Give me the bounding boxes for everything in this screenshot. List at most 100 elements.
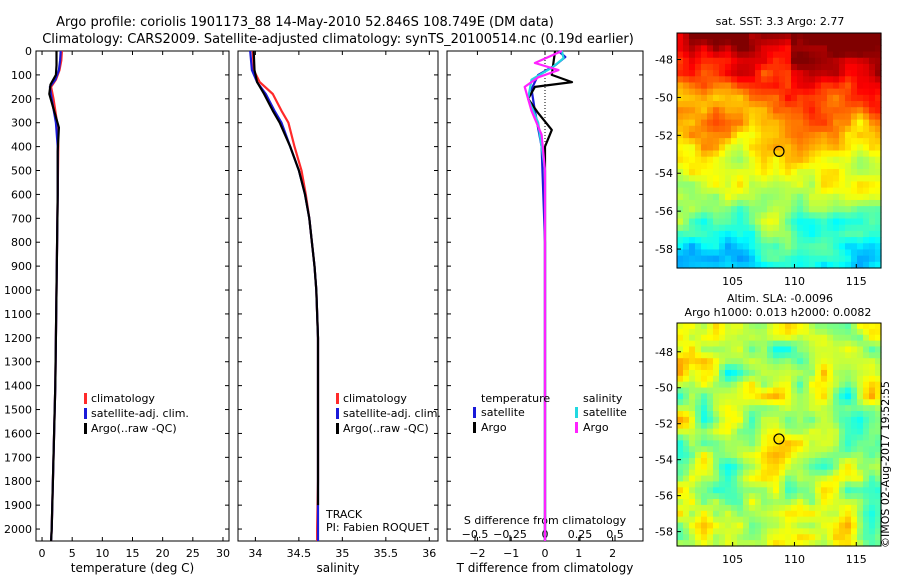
map-cell <box>875 63 882 71</box>
map-cell <box>797 212 804 220</box>
map-cell <box>815 131 822 139</box>
map-cell <box>683 94 690 102</box>
map-cell <box>827 504 834 512</box>
map-cell <box>791 352 798 359</box>
map-cell <box>707 381 714 389</box>
map-cell <box>755 131 762 139</box>
map-cell <box>677 516 684 524</box>
map-cell <box>713 94 720 102</box>
map-cell <box>737 346 744 353</box>
map-cell <box>743 457 750 465</box>
map-cell <box>707 243 714 251</box>
temperature-profile-panel: 0100200300400500600700800900100011001200… <box>4 45 230 575</box>
map-cell <box>809 375 816 383</box>
map-cell <box>755 237 762 244</box>
map-cell <box>779 131 786 139</box>
map-cell <box>869 119 876 127</box>
map-cell <box>851 499 858 506</box>
map-cell <box>803 162 810 170</box>
map-cell <box>719 175 726 183</box>
map-cell <box>755 393 762 400</box>
map-cell <box>815 125 822 133</box>
map-cell <box>845 493 852 500</box>
map-cell <box>695 499 702 506</box>
map-cell <box>737 57 744 65</box>
map-cell <box>761 70 768 77</box>
map-cell <box>815 243 822 251</box>
map-cell <box>719 218 726 226</box>
map-cell <box>755 457 762 465</box>
map-cell <box>695 181 702 189</box>
map-cell <box>749 70 756 77</box>
map-cell <box>797 534 804 541</box>
map-cell <box>695 107 702 114</box>
map-cell <box>821 107 828 114</box>
map-cell <box>875 193 882 201</box>
map-cell <box>683 528 690 535</box>
y-tick-label: 700 <box>11 212 32 225</box>
map-cell <box>845 422 852 430</box>
map-cell <box>701 416 708 424</box>
map-cell <box>695 94 702 102</box>
map-cell <box>695 187 702 195</box>
map-cell <box>701 150 708 158</box>
map-cell <box>809 224 816 232</box>
map-cell <box>737 328 744 336</box>
map-cell <box>713 45 720 53</box>
map-cell <box>857 487 864 494</box>
map-cell <box>809 323 816 330</box>
map-cell <box>779 428 786 436</box>
map-cell <box>791 181 798 189</box>
map-cell <box>683 193 690 201</box>
map-cell <box>707 540 714 547</box>
map-cell <box>761 504 768 512</box>
map-cell <box>701 45 708 53</box>
map-cell <box>719 499 726 506</box>
map-cell <box>809 469 816 477</box>
map-cell <box>743 206 750 213</box>
map-cell <box>719 510 726 518</box>
map-cell <box>749 528 756 535</box>
map-cell <box>833 405 840 412</box>
map-cell <box>875 452 882 459</box>
map-cell <box>677 534 684 541</box>
map-cell <box>755 487 762 494</box>
map-cell <box>725 340 732 348</box>
map-cell <box>821 387 828 395</box>
map-cell <box>707 340 714 348</box>
map-cell <box>791 175 798 183</box>
map-cell <box>815 446 822 453</box>
map-cell <box>725 475 732 483</box>
map-cell <box>803 393 810 400</box>
map-cell <box>761 243 768 251</box>
map-cell <box>875 169 882 176</box>
map-cell <box>839 70 846 77</box>
map-cell <box>785 399 792 406</box>
map-cell <box>839 369 846 377</box>
map-cell <box>743 475 750 483</box>
map-cell <box>833 230 840 238</box>
map-cell <box>827 428 834 436</box>
map-cell <box>779 528 786 535</box>
map-cell <box>863 57 870 65</box>
map-x-tick-label: 115 <box>846 275 867 288</box>
map-cell <box>809 405 816 412</box>
map-cell <box>827 452 834 459</box>
map-cell <box>767 144 774 152</box>
map-cell <box>785 107 792 114</box>
map-cell <box>797 422 804 430</box>
map-cell <box>773 193 780 201</box>
map-cell <box>701 57 708 65</box>
map-cell <box>767 375 774 383</box>
map-cell <box>743 469 750 477</box>
map-cell <box>779 193 786 201</box>
map-cell <box>797 381 804 389</box>
map-cell <box>779 463 786 471</box>
salinity-profile-panel: 34 34.5 35 35.5 36salinityclimatologysatelli… <box>237 50 441 575</box>
x-tick-label: 15 <box>126 547 140 560</box>
map-cell <box>701 481 708 488</box>
map-cell <box>785 528 792 535</box>
map-cell <box>743 463 750 471</box>
map-cell <box>809 45 816 53</box>
map-cell <box>677 125 684 133</box>
